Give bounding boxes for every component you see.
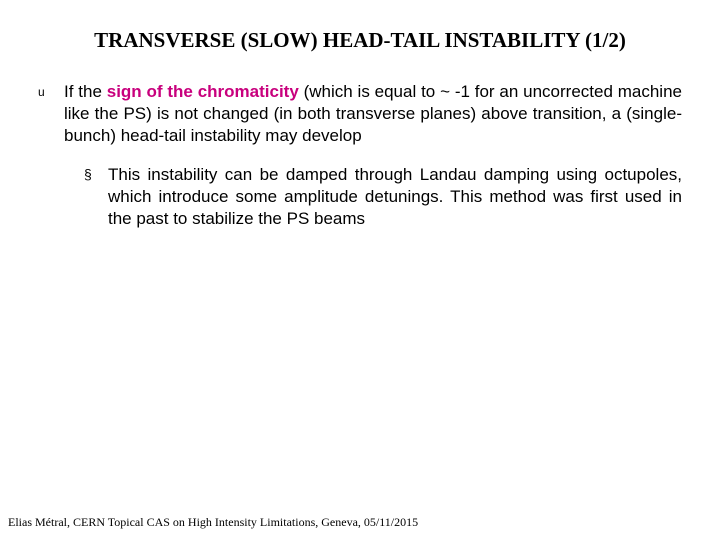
bullet-level1-text: If the sign of the chromaticity (which i… [64, 81, 682, 146]
text-highlight: sign of the chromaticity [107, 82, 299, 101]
slide-title: TRANSVERSE (SLOW) HEAD-TAIL INSTABILITY … [38, 28, 682, 53]
bullet-glyph-section: § [84, 166, 94, 182]
bullet-level2-text: This instability can be damped through L… [108, 164, 682, 229]
bullet-level2: § This instability can be damped through… [84, 164, 682, 229]
slide: TRANSVERSE (SLOW) HEAD-TAIL INSTABILITY … [0, 0, 720, 540]
content-area: u If the sign of the chromaticity (which… [38, 81, 682, 230]
text-pre: If the [64, 82, 107, 101]
bullet-glyph-u: u [38, 85, 48, 99]
footer-citation: Elias Métral, CERN Topical CAS on High I… [8, 515, 418, 530]
bullet-level1: u If the sign of the chromaticity (which… [38, 81, 682, 146]
